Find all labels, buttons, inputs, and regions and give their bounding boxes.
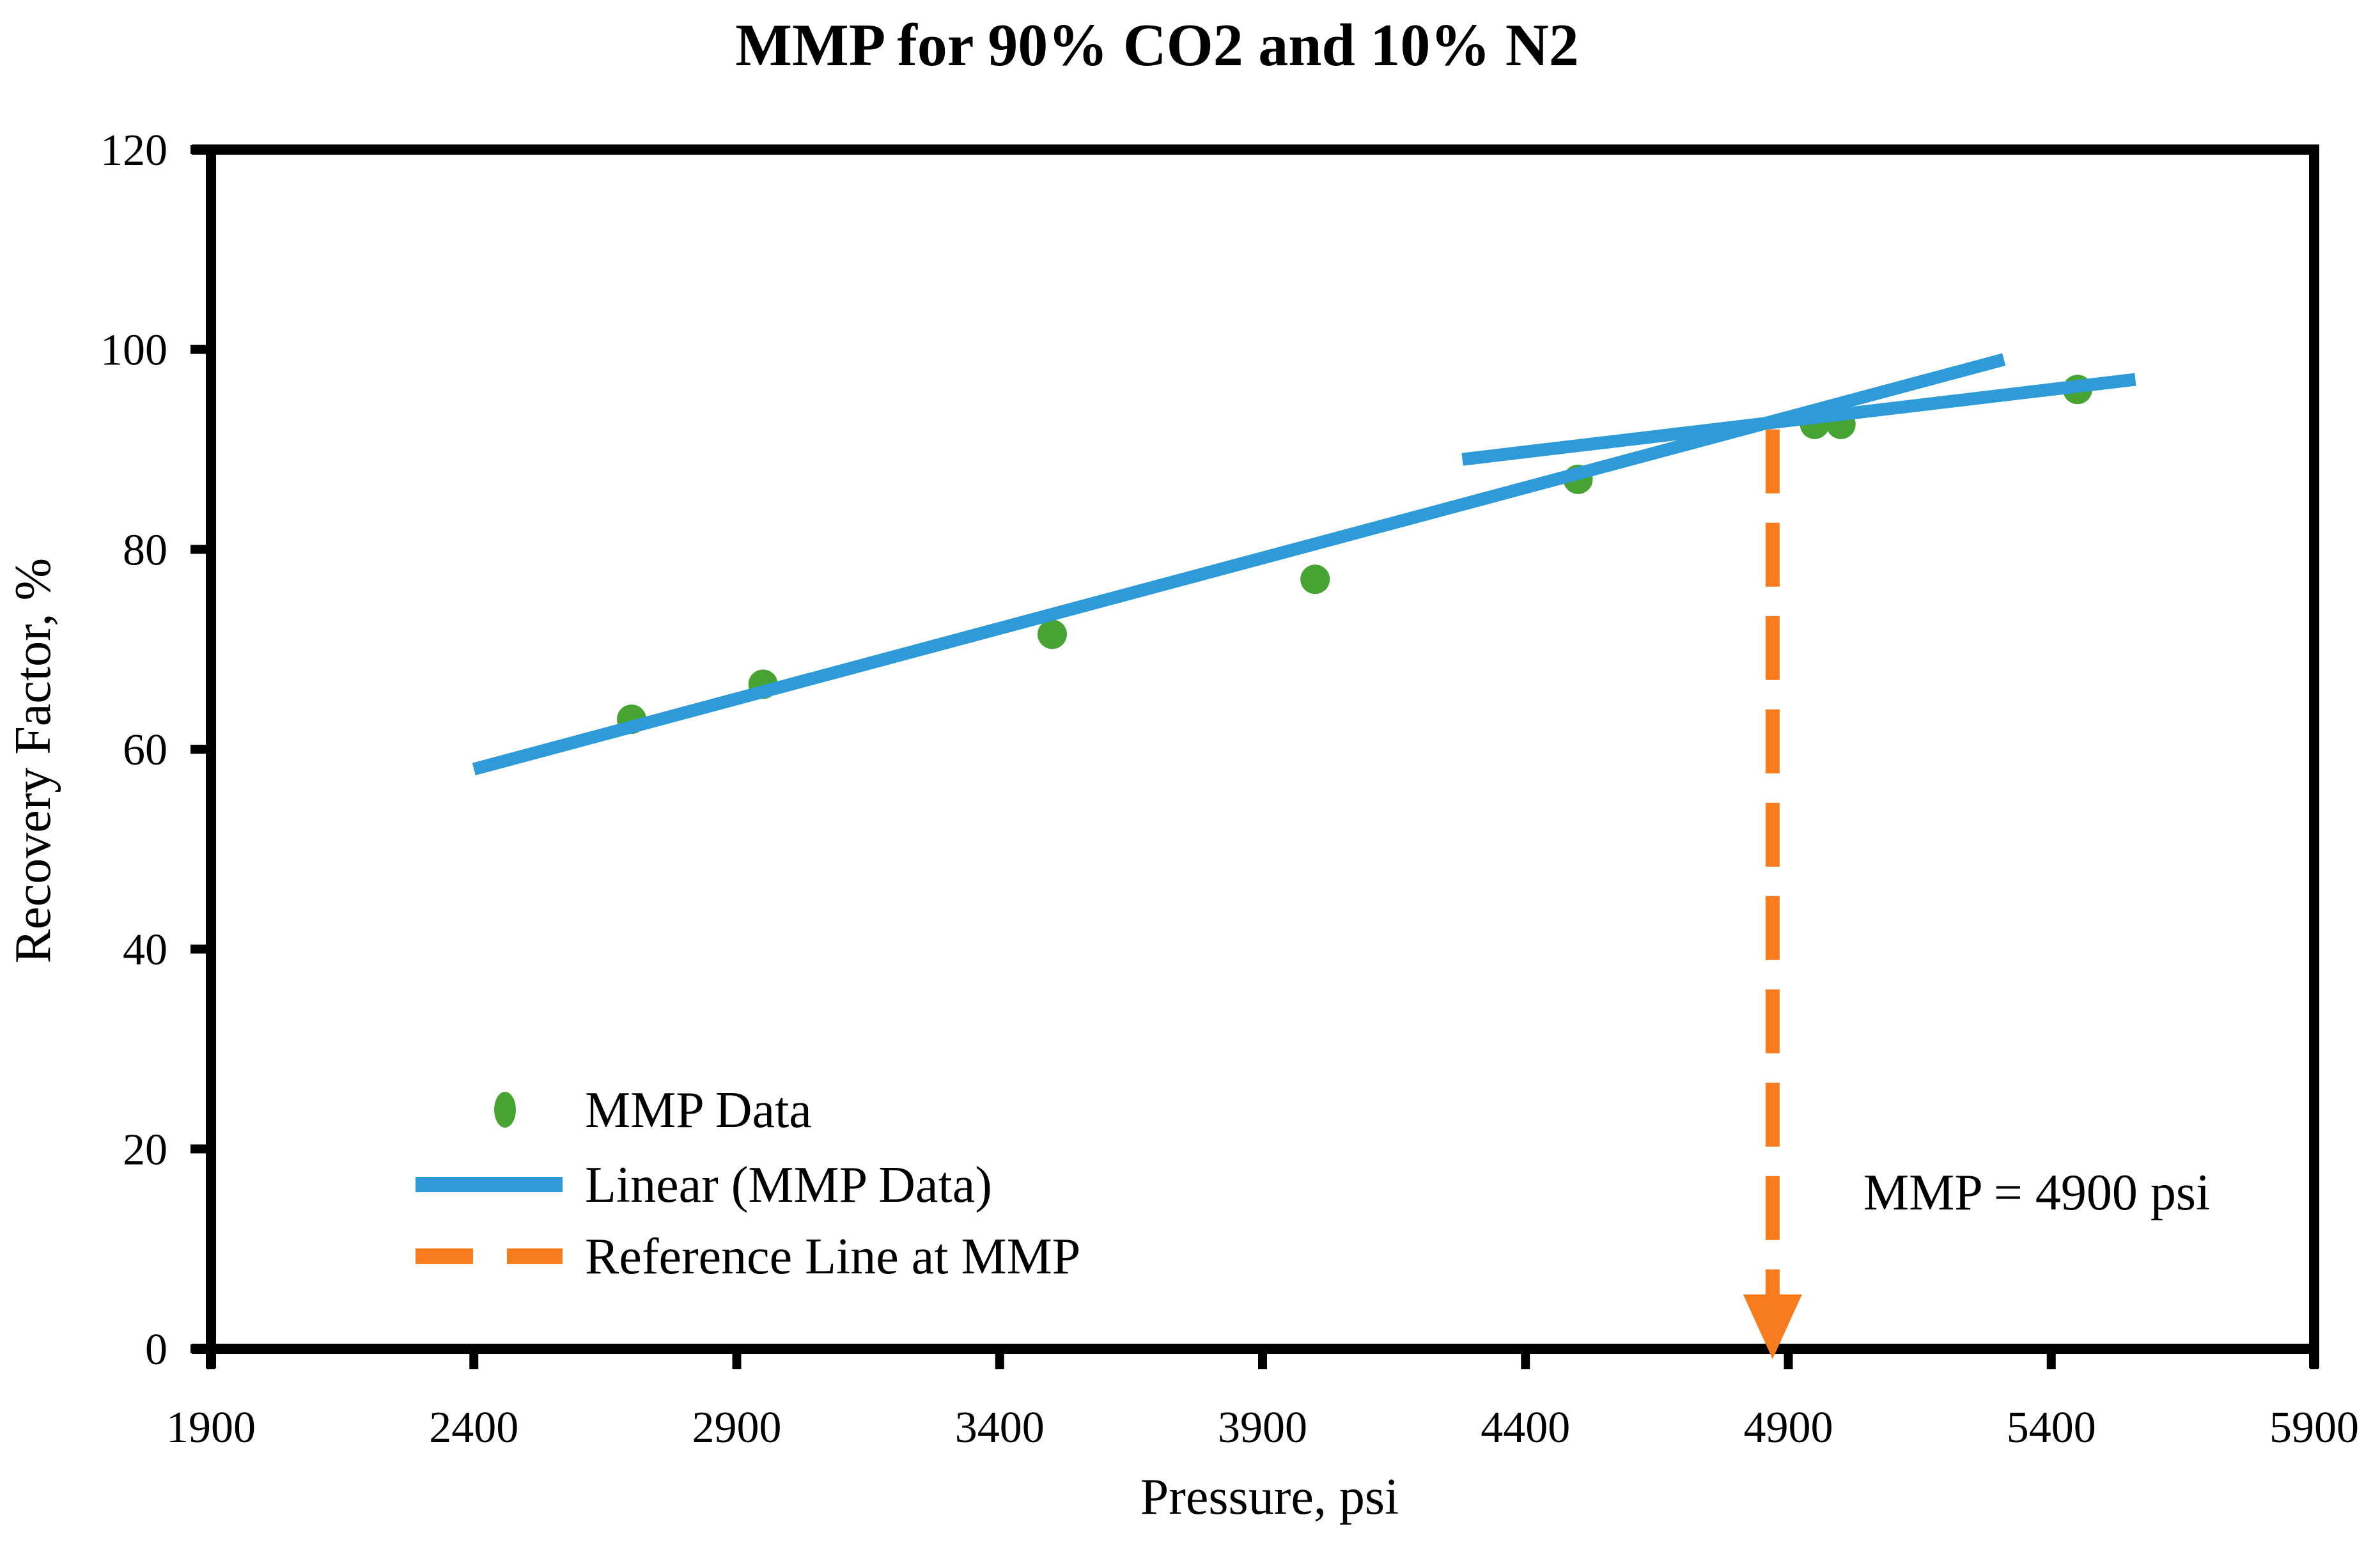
chart-title: MMP for 90% CO2 and 10% N2: [735, 12, 1578, 79]
series-layer: [472, 353, 2136, 1359]
y-tick-label: 120: [100, 126, 167, 175]
x-axis-title: Pressure, psi: [1140, 1469, 1399, 1525]
mmp-data-point: [1300, 564, 1330, 594]
y-tick-label: 20: [123, 1125, 167, 1174]
mmp-annotation: MMP = 4900 psi: [1863, 1165, 2210, 1221]
x-tick-label: 3900: [1218, 1403, 1307, 1452]
y-tick-label: 100: [100, 326, 167, 375]
mmp-data-point: [1038, 619, 1067, 649]
legend: MMP Data Linear (MMP Data) Reference Lin…: [416, 1082, 1080, 1285]
x-tick-label: 3400: [955, 1403, 1045, 1452]
x-tick-label: 1900: [166, 1403, 256, 1452]
x-tick-label: 2400: [429, 1403, 518, 1452]
y-tick-label: 60: [123, 726, 167, 775]
reference-arrow-down-icon: [1743, 1294, 1802, 1359]
legend-marker-dot-icon: [494, 1092, 516, 1128]
legend-label-reference-line: Reference Line at MMP: [585, 1229, 1080, 1285]
trend-line-upper: [1461, 373, 2136, 466]
x-tick-label: 4400: [1481, 1403, 1570, 1452]
y-tick-label: 0: [145, 1325, 167, 1374]
legend-label-linear: Linear (MMP Data): [585, 1157, 992, 1213]
x-tick-label: 2900: [692, 1403, 782, 1452]
legend-label-mmp-data: MMP Data: [585, 1082, 812, 1138]
x-tick-label: 5900: [2269, 1403, 2359, 1452]
legend-markers: [416, 1092, 563, 1264]
x-tick-label: 4900: [1744, 1403, 1833, 1452]
y-tick-label: 80: [123, 525, 167, 575]
axes-layer: 1900 2400 2900 3400 3900 4400 4900 5400 5900 0 20 4…: [100, 126, 2359, 1452]
x-tick-label: 5400: [2007, 1403, 2096, 1452]
y-axis-title: Recovery Factor, %: [5, 558, 61, 963]
y-tick-label: 40: [123, 926, 167, 975]
